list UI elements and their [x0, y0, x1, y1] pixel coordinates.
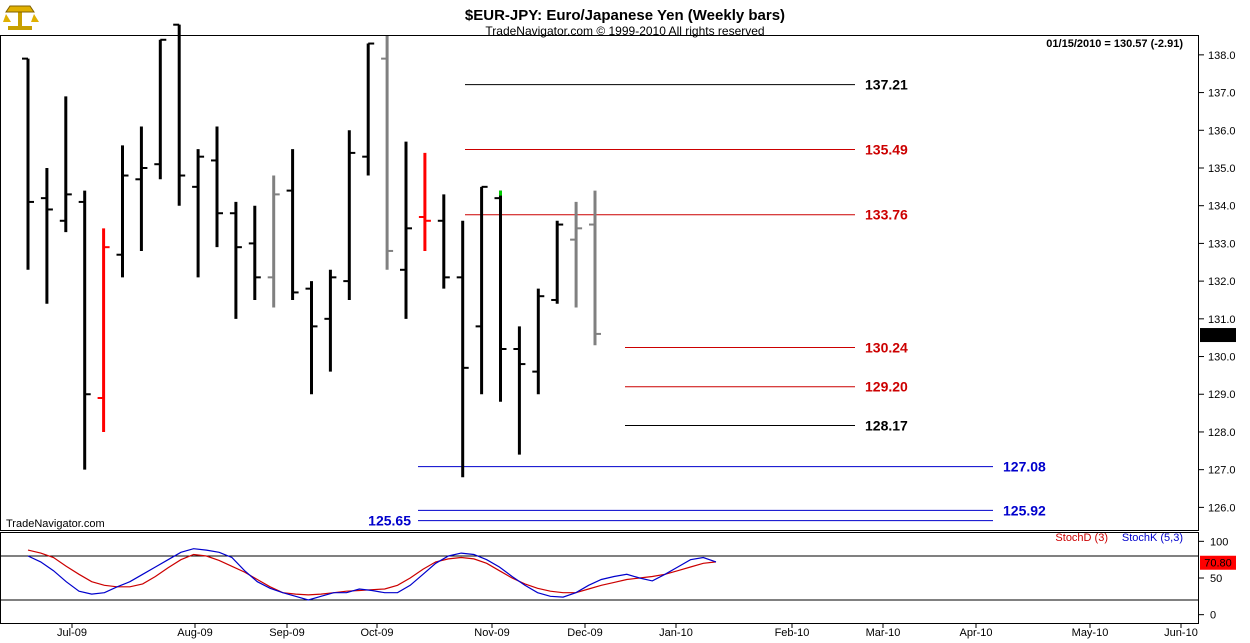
x-axis-label: May-10: [1072, 627, 1109, 639]
ohlc-bar: [248, 205, 261, 300]
axis-layer: 126.0 127.0 128.0 129.0 130.0 131.0 132.0 133.0…: [57, 50, 1236, 639]
ohlc-bar: [192, 149, 205, 278]
legend-stochd: StochD (3): [1055, 532, 1108, 544]
price-tick-label: 136.0: [1208, 125, 1236, 137]
ohlc-bar: [267, 175, 280, 308]
stoch-tick-label: 100: [1210, 536, 1228, 548]
stoch-series-line: [27, 548, 717, 601]
stoch-layer: StochD (3) StochK (5,3): [1, 532, 1198, 601]
last-price-box: [1200, 328, 1236, 343]
ohlc-bar: [400, 141, 412, 319]
ohlc-bar: [589, 190, 601, 346]
level-label: 133.76: [865, 207, 908, 223]
ohlc-bar: [40, 167, 53, 304]
price-tick-label: 137.0: [1208, 88, 1236, 100]
level-label: 129.20: [865, 379, 908, 395]
x-axis-label: Jan-10: [659, 627, 693, 639]
stoch-tick-label: 0: [1210, 610, 1216, 622]
price-tick-label: 131.0: [1208, 314, 1236, 326]
ohlc-bar: [135, 126, 148, 251]
ohlc-bar: [211, 126, 223, 248]
x-axis-label: Sep-09: [269, 627, 304, 639]
ohlc-bar: [22, 57, 34, 270]
stoch-panel-border: [0, 532, 1199, 624]
x-axis-label: Jul-09: [57, 627, 87, 639]
ohlc-bar: [59, 96, 72, 233]
price-tick-label: 129.0: [1208, 389, 1236, 401]
price-tick-label: 127.0: [1208, 465, 1236, 477]
x-axis-label: Aug-09: [177, 627, 212, 639]
stoch-last-label: 70.80: [1204, 558, 1232, 570]
ohlc-bar: [286, 149, 299, 300]
price-layer: 137.21 135.49 133.76 130.24 129.20 128.17 127.…: [22, 23, 1046, 529]
x-axis-label: Apr-10: [959, 627, 992, 639]
price-tick-label: 133.0: [1208, 238, 1236, 250]
price-tick-label: 138.0: [1208, 50, 1236, 62]
ohlc-bar: [381, 36, 394, 270]
x-axis-label: Feb-10: [775, 627, 810, 639]
x-axis-label: Nov-09: [474, 627, 509, 639]
level-label: 130.24: [865, 339, 908, 355]
last-quote: 01/15/2010 = 130.57 (-2.91): [1046, 38, 1183, 50]
ohlc-bar: [475, 185, 488, 395]
level-label: 128.17: [865, 418, 908, 434]
ohlc-bar: [418, 152, 431, 251]
ohlc-bar: [116, 145, 129, 278]
x-axis-label: Mar-10: [866, 627, 901, 639]
ohlc-bar: [97, 228, 110, 432]
level-label: 135.49: [865, 142, 908, 158]
price-tick-label: 130.0: [1208, 352, 1236, 364]
chart-title: $EUR-JPY: Euro/Japanese Yen (Weekly bars…: [465, 7, 785, 24]
ohlc-bar: [154, 38, 167, 180]
ohlc-bar: [173, 23, 186, 206]
ohlc-bar: [456, 220, 469, 478]
price-tick-label: 128.0: [1208, 427, 1236, 439]
level-label: 125.92: [1003, 502, 1046, 518]
price-tick-label: 126.0: [1208, 502, 1236, 514]
ohlc-bar: [570, 201, 583, 308]
ohlc-bar: [551, 220, 564, 304]
x-axis-label: Jun-10: [1164, 627, 1198, 639]
legend-stochk: StochK (5,3): [1122, 532, 1183, 544]
ohlc-bar: [324, 269, 337, 372]
last-price-label: 130.57: [1201, 330, 1235, 342]
price-tick-label: 135.0: [1208, 163, 1236, 175]
level-label: 137.21: [865, 77, 908, 93]
stoch-tick-label: 50: [1210, 573, 1222, 585]
ohlc-bar: [343, 130, 356, 300]
price-tick-label: 132.0: [1208, 276, 1236, 288]
ohlc-bar: [362, 42, 375, 176]
ohlc-bar: [437, 194, 450, 289]
chart-subtitle: TradeNavigator.com © 1999-2010 All right…: [485, 24, 764, 38]
ohlc-bar: [305, 281, 318, 395]
ohlc-bar: [494, 190, 507, 402]
watermark: TradeNavigator.com: [6, 518, 105, 530]
scales-logo-icon: [3, 5, 39, 30]
price-tick-label: 134.0: [1208, 201, 1236, 213]
price-panel-border: [0, 35, 1199, 531]
ohlc-bar: [532, 288, 545, 395]
ohlc-bar: [229, 201, 242, 319]
stoch-series-line: [27, 549, 717, 596]
level-label: 127.08: [1003, 459, 1046, 475]
ohlc-bar: [78, 190, 91, 470]
ohlc-bar: [513, 326, 526, 455]
stoch-last-box: [1200, 555, 1236, 570]
x-axis-label: Oct-09: [360, 627, 393, 639]
level-label: 125.65: [368, 513, 411, 529]
x-axis-label: Dec-09: [567, 627, 602, 639]
